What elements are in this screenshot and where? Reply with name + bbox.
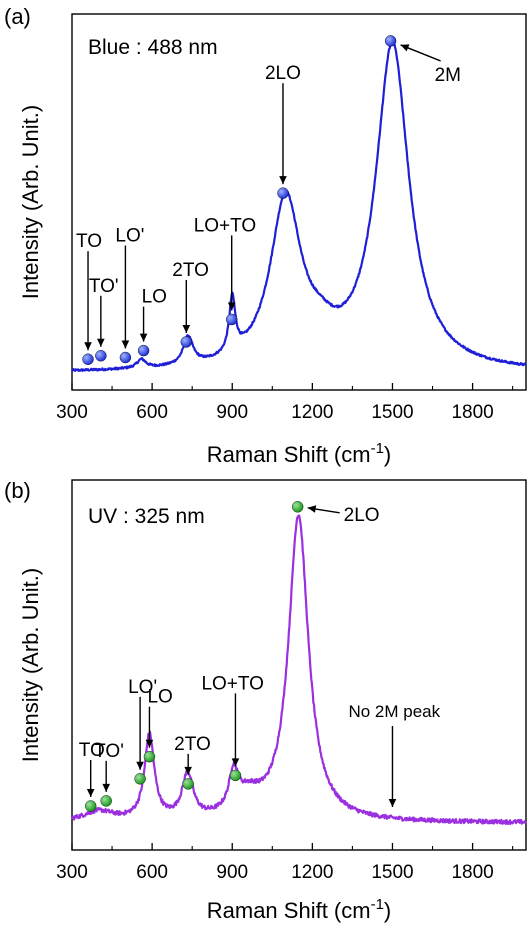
panel-b-label: (b) <box>4 478 31 503</box>
panel-a-xtick-label: 900 <box>216 402 248 423</box>
panel-b-xtick-label: 300 <box>56 862 88 883</box>
panel-b-frame <box>71 479 527 851</box>
panel-b-ylabel: Intensity (Arb. Unit.) <box>18 568 43 762</box>
panel-a-marker-lo <box>137 344 150 357</box>
panel-b-xtick-label: 1500 <box>371 862 413 883</box>
panel-a-arrow-lo <box>139 306 148 342</box>
panel-a-label-2to: 2TO <box>172 260 209 281</box>
panel-b-arrow-to- <box>102 760 110 792</box>
panel-b-marker-lo- <box>134 773 146 785</box>
panel-a-arrow-to <box>84 251 92 351</box>
panel-a-label-lo: LO <box>142 287 167 308</box>
panel-b-xtick-label: 600 <box>136 862 168 883</box>
panel-a-spectrum-line <box>71 39 527 372</box>
panel-a-label-lo-: LO' <box>115 226 144 247</box>
panel-b-label-to-: TO' <box>94 741 124 762</box>
panel-a-marker-to <box>82 353 94 365</box>
panel-a-marker-2to <box>180 336 193 348</box>
panel-a-label-to-: TO' <box>89 276 119 297</box>
panel-b-arrow-to <box>86 760 95 797</box>
panel-a-marker-lo-to <box>226 313 238 326</box>
panel-b-xtick-label: 1200 <box>291 862 333 883</box>
panel-a-xtick-label: 600 <box>136 402 168 423</box>
panel-b-marker-lo <box>143 751 156 763</box>
panel-b-xtick-label: 1800 <box>451 862 493 883</box>
panel-b-label-2to: 2TO <box>174 734 211 755</box>
panel-b-annotation-no-2m: No 2M peak <box>348 702 440 721</box>
panel-b-marker-2lo <box>291 501 304 513</box>
panel-b-marker-2to <box>182 778 194 790</box>
panel-a-label: (a) <box>4 4 31 29</box>
panel-b-arrow-2lo <box>307 505 340 514</box>
panel-a-arrow-2lo <box>279 83 287 185</box>
panel-a-label-2m: 2M <box>435 65 461 86</box>
panel-b-label-lo-: LO' <box>128 677 157 698</box>
panel-b-xlabel: Raman Shift (cm-1) <box>207 896 392 923</box>
panel-a-frame <box>71 13 527 391</box>
panel-a-marker-lo- <box>119 351 132 364</box>
panel-a-xtick-label: 300 <box>56 402 88 423</box>
panel-b-arrow-lo <box>145 706 154 748</box>
panel-b-marker-lo-to <box>229 769 242 782</box>
panel-a-arrow-2to <box>182 279 191 333</box>
panel-a-label-lo-to: LO+TO <box>194 215 256 236</box>
panel-b-label-to: TO <box>79 740 105 761</box>
panel-b-arrow-lo-to <box>231 693 240 767</box>
panel-b-arrow-2to <box>184 753 192 775</box>
panel-b-label-lo: LO <box>147 687 172 708</box>
panel-b-marker-to- <box>100 795 112 807</box>
panel-a-label-to: TO <box>76 231 102 252</box>
panel-a-arrow-lo-to <box>227 235 236 311</box>
panel-a-xlabel: Raman Shift (cm-1) <box>207 440 392 467</box>
panel-b-label-lo-to: LO+TO <box>201 673 263 694</box>
panel-b-arrow-no-2m <box>388 726 397 807</box>
panel-a-ylabel: Intensity (Arb. Unit.) <box>18 105 43 299</box>
panel-b-arrow-lo- <box>136 696 144 770</box>
panel-b-inset-label: UV : 325 nm <box>88 505 205 528</box>
panel-b-label-2lo: 2LO <box>344 505 380 526</box>
panel-a-xtick-label: 1500 <box>371 402 413 423</box>
panel-a-xtick-label: 1200 <box>291 402 333 423</box>
panel-a-inset-label: Blue : 488 nm <box>88 36 218 59</box>
panel-b-marker-to <box>84 800 97 812</box>
panel-a-arrow-lo- <box>121 245 130 349</box>
panel-a-marker-2m <box>384 35 397 47</box>
panel-a-label-2lo: 2LO <box>265 63 301 84</box>
panel-b-xtick-label: 900 <box>216 862 248 883</box>
panel-a-arrow-to- <box>97 295 105 347</box>
panel-a-marker-2lo <box>277 187 289 199</box>
panel-a-marker-to- <box>95 350 107 362</box>
panel-a-arrow-2m <box>400 44 441 62</box>
panel-a-xtick-label: 1800 <box>451 402 493 423</box>
